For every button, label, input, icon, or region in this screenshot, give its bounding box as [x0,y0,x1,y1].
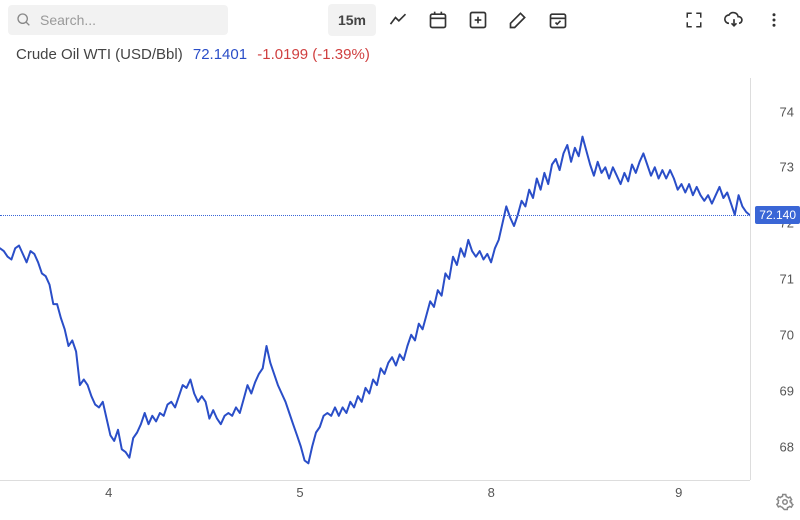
x-tick: 8 [488,485,495,500]
x-tick: 9 [675,485,682,500]
gear-icon [776,493,794,511]
download-button[interactable] [716,4,752,36]
events-button[interactable] [540,4,576,36]
more-vertical-icon [765,11,783,29]
price-chart[interactable] [0,78,750,480]
price-change: -1.0199 (-1.39%) [257,46,370,63]
add-indicator-button[interactable] [460,4,496,36]
fullscreen-icon [685,11,703,29]
cloud-download-icon [724,10,744,30]
x-tick: 4 [105,485,112,500]
interval-button[interactable]: 15m [328,4,376,36]
toolbar: 15m [0,0,800,40]
chart-header: Crude Oil WTI (USD/Bbl) 72.1401 -1.0199 … [0,40,800,65]
date-range-button[interactable] [420,4,456,36]
line-chart-icon [388,10,408,30]
calendar-check-icon [548,10,568,30]
pencil-icon [508,10,528,30]
y-tick: 70 [780,327,794,342]
more-button[interactable] [756,4,792,36]
y-axis[interactable]: 6869707172737472.140 [750,78,800,480]
draw-button[interactable] [500,4,536,36]
search-box[interactable] [8,5,228,35]
y-tick: 69 [780,383,794,398]
last-price-tag: 72.140 [755,206,800,224]
y-tick: 73 [780,160,794,175]
chart-style-button[interactable] [380,4,416,36]
search-input[interactable] [38,11,220,29]
y-tick: 71 [780,272,794,287]
fullscreen-button[interactable] [676,4,712,36]
y-tick: 68 [780,439,794,454]
y-tick: 74 [780,104,794,119]
plus-box-icon [468,10,488,30]
x-axis[interactable]: 4 5 8 9 [0,480,750,502]
x-tick: 5 [296,485,303,500]
chart-settings-button[interactable] [776,493,794,516]
chart-area: 6869707172737472.140 4589 [0,78,800,520]
calendar-icon [428,10,448,30]
last-price-line [0,215,750,216]
instrument-name: Crude Oil WTI (USD/Bbl) [16,46,183,63]
search-icon [16,12,32,28]
last-price: 72.1401 [193,46,247,63]
